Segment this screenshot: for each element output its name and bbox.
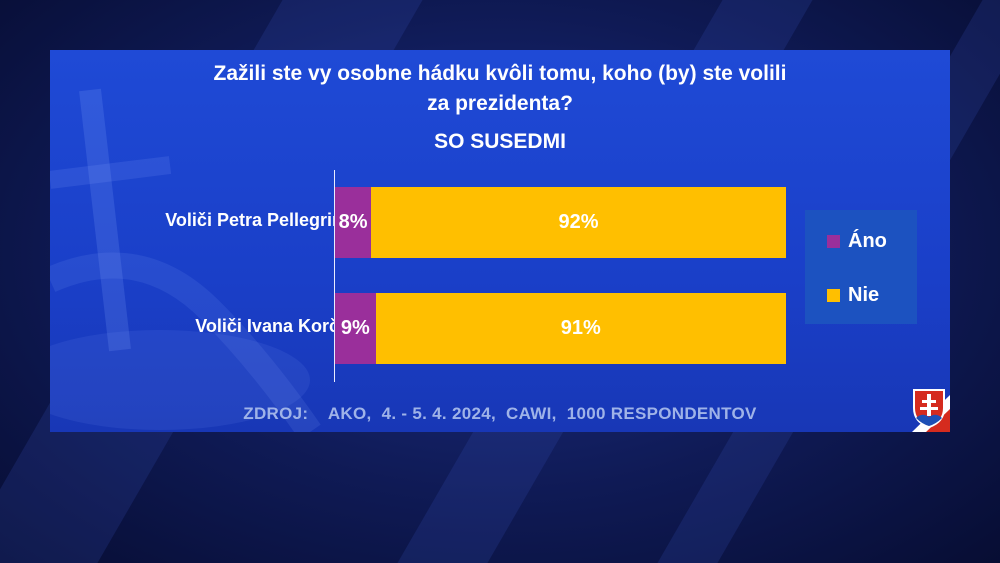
panel-watermark: [50, 88, 321, 432]
legend-label-nie: Nie: [848, 284, 880, 306]
bar-label-korcok-nie: 91%: [560, 317, 601, 339]
axis-line: [334, 170, 335, 382]
bar-korcok-ano: [335, 293, 376, 364]
category-label-pellegrini: Voliči Petra Pellegriniho: [165, 210, 370, 230]
legend-label-ano: Áno: [848, 230, 887, 252]
chart-title-line-2: za prezidenta?: [427, 92, 573, 115]
chart-title-line-1: Zažili ste vy osobne hádku kvôli tomu, k…: [213, 62, 787, 85]
chart-subtitle: SO SUSEDMI: [434, 130, 566, 153]
bar-pellegrini-nie: [371, 187, 786, 258]
legend: Áno Nie: [805, 210, 917, 324]
legend-item-ano: Áno: [827, 230, 887, 253]
bar-label-korcok-ano: 9%: [340, 317, 370, 339]
bars-area: 8% 92% 9% 91%: [50, 50, 950, 432]
bar-korcok-nie: [375, 293, 786, 364]
chart-panel: Zažili ste vy osobne hádku kvôli tomu, k…: [50, 50, 950, 432]
bar-label-pellegrini-nie: 92%: [558, 211, 599, 233]
legend-swatch-nie: [827, 289, 840, 302]
legend-item-nie: Nie: [827, 284, 879, 307]
coat-of-arms-shield: [913, 389, 945, 428]
bar-pellegrini-ano: [335, 187, 372, 258]
bar-label-pellegrini-ano: 8%: [338, 211, 368, 233]
source-note: ZDROJ: AKO, 4. - 5. 4. 2024, CAWI, 1000 …: [243, 404, 757, 423]
legend-swatch-ano: [827, 235, 840, 248]
category-label-korcok: Voliči Ivana Korčoka: [195, 316, 370, 336]
